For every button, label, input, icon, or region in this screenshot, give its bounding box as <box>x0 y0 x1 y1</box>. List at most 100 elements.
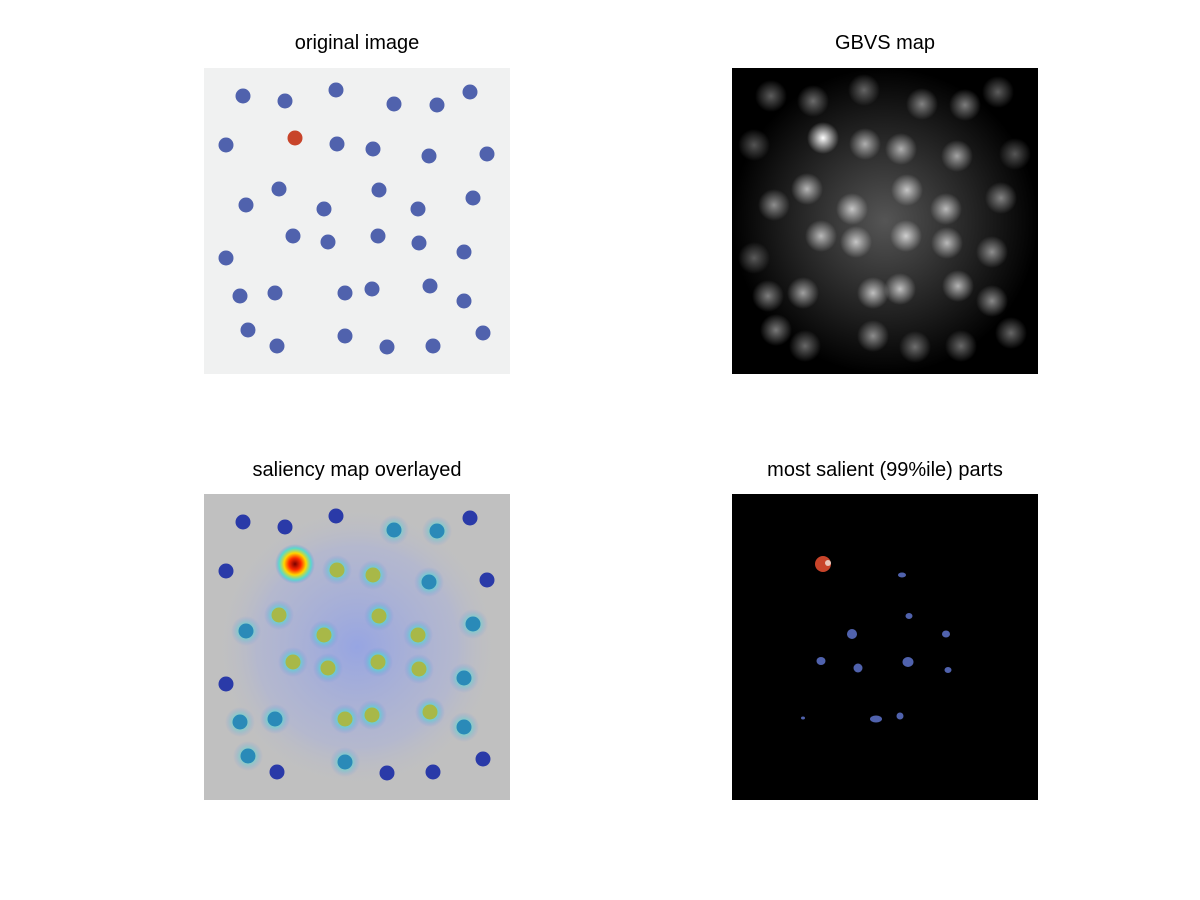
salient-fragment <box>896 712 904 720</box>
blue-dot <box>337 328 353 344</box>
saliency-blob <box>891 174 923 206</box>
salient-fragment <box>902 657 914 667</box>
saliency-blob <box>760 314 792 346</box>
salient-fragment <box>898 572 906 578</box>
overlay-dot <box>337 711 353 727</box>
overlay-dot <box>365 567 381 583</box>
salient-red-dot <box>815 556 831 572</box>
gbvs-map-panel <box>732 68 1038 374</box>
salient-fragment <box>853 663 863 673</box>
saliency-blob <box>999 138 1031 170</box>
blue-dot <box>371 182 387 198</box>
saliency-blob <box>857 320 889 352</box>
overlay-dot <box>422 704 438 720</box>
overlay-dot <box>371 608 387 624</box>
blue-dot <box>465 190 481 206</box>
saliency-blob <box>890 220 922 252</box>
blue-dot <box>370 228 386 244</box>
overlay-dot <box>277 519 293 535</box>
saliency-blob <box>942 270 974 302</box>
saliency-blob <box>752 280 784 312</box>
overlay-dot <box>240 748 256 764</box>
blue-dot <box>285 228 301 244</box>
salient-fragment <box>942 630 950 638</box>
overlay-dot <box>465 616 481 632</box>
blue-dot <box>462 84 478 100</box>
overlay-dot <box>238 623 254 639</box>
saliency-blob <box>941 140 973 172</box>
blue-dot <box>329 136 345 152</box>
blue-dot <box>410 201 426 217</box>
overlay-dot <box>271 607 287 623</box>
saliency-blob <box>906 88 938 120</box>
saliency-blob <box>931 227 963 259</box>
overlay-dot <box>218 563 234 579</box>
salient-fragment <box>847 629 857 639</box>
blue-dot <box>320 234 336 250</box>
saliency-blob <box>789 330 821 362</box>
saliency-blob <box>985 182 1017 214</box>
saliency-blob <box>849 128 881 160</box>
overlay-dot <box>269 764 285 780</box>
saliency-blob <box>885 133 917 165</box>
blue-dot <box>277 93 293 109</box>
blue-dot <box>456 293 472 309</box>
blue-dot <box>240 322 256 338</box>
saliency-blob <box>805 220 837 252</box>
salient-fragment <box>801 716 805 720</box>
overlay-dot <box>267 711 283 727</box>
overlay-dot <box>232 714 248 730</box>
overlay-dot <box>429 523 445 539</box>
blue-dot <box>475 325 491 341</box>
saliency-blob <box>982 76 1014 108</box>
overlay-dot <box>235 514 251 530</box>
original-image-title: original image <box>294 32 420 54</box>
overlay-dot <box>364 707 380 723</box>
salient-highlight <box>825 560 831 566</box>
overlay-dot <box>421 574 437 590</box>
blue-dot <box>235 88 251 104</box>
most-salient-title: most salient (99%ile) parts <box>767 459 1003 481</box>
saliency-blob <box>791 173 823 205</box>
saliency-blob <box>738 242 770 274</box>
saliency-overlay-title: saliency map overlayed <box>252 459 462 481</box>
saliency-blob <box>976 285 1008 317</box>
overlay-dot <box>386 522 402 538</box>
blue-dot <box>232 288 248 304</box>
overlay-dot <box>329 562 345 578</box>
overlay-dot <box>218 676 234 692</box>
overlay-dot <box>379 765 395 781</box>
saliency-blob <box>930 193 962 225</box>
overlay-dot <box>462 510 478 526</box>
overlay-dot <box>479 572 495 588</box>
saliency-blob <box>848 74 880 106</box>
overlay-dot <box>328 508 344 524</box>
saliency-blob <box>758 189 790 221</box>
salient-fragment <box>944 667 952 673</box>
blue-dot <box>429 97 445 113</box>
blue-dot <box>267 285 283 301</box>
saliency-blob <box>899 331 931 363</box>
blue-dot <box>365 141 381 157</box>
blue-dot <box>316 201 332 217</box>
saliency-blob <box>755 80 787 112</box>
saliency-blob <box>797 85 829 117</box>
overlay-dot <box>425 764 441 780</box>
blue-dot <box>271 181 287 197</box>
blue-dot <box>425 338 441 354</box>
saliency-overlay-panel <box>204 494 510 800</box>
saliency-blob <box>807 122 839 154</box>
overlay-dot <box>410 627 426 643</box>
blue-dot <box>479 146 495 162</box>
blue-dot <box>456 244 472 260</box>
overlay-dot <box>456 670 472 686</box>
overlay-dot <box>456 719 472 735</box>
saliency-blob <box>840 226 872 258</box>
blue-dot <box>364 281 380 297</box>
blue-dot <box>218 250 234 266</box>
overlay-dot <box>320 660 336 676</box>
saliency-blob <box>857 277 889 309</box>
overlay-wash <box>214 504 500 790</box>
blue-dot <box>411 235 427 251</box>
blue-dot <box>386 96 402 112</box>
